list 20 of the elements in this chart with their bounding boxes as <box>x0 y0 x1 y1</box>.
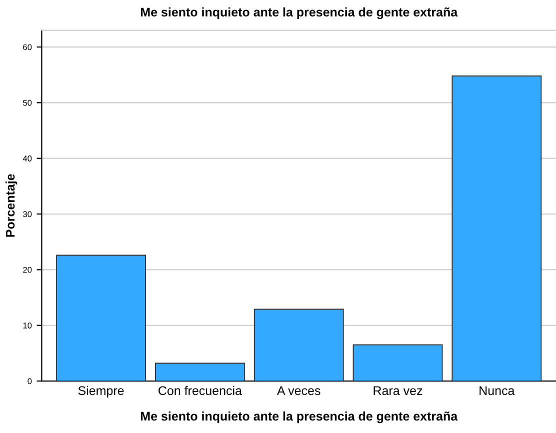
y-tick-label: 10 <box>23 322 32 328</box>
y-tick-label: 40 <box>22 156 32 162</box>
y-tick-label: 20 <box>23 266 32 273</box>
x-tick-label: Con frecuencia <box>158 386 242 396</box>
bar <box>56 254 146 382</box>
x-tick-label: Rara vez <box>374 386 422 396</box>
bar <box>155 362 245 382</box>
y-tick-label: 30 <box>23 211 32 218</box>
x-tick-label: Nunca <box>480 386 515 396</box>
bar <box>254 308 344 382</box>
x-tick-label: Siempre <box>78 386 124 398</box>
y-tick-label: 60 <box>23 44 32 50</box>
y-tick-label: 0 <box>28 378 32 384</box>
x-axis-title: Me siento inquieto ante la presencia de gente extraña <box>140 411 458 424</box>
y-axis-title: Porcentaje <box>6 174 18 237</box>
bar <box>452 76 542 382</box>
chart-title: Me siento inquieto ante la presencia de gente extraña <box>140 7 458 20</box>
x-tick-label: A veces <box>276 386 320 396</box>
bar <box>352 344 443 382</box>
y-tick-label: 50 <box>23 100 32 106</box>
